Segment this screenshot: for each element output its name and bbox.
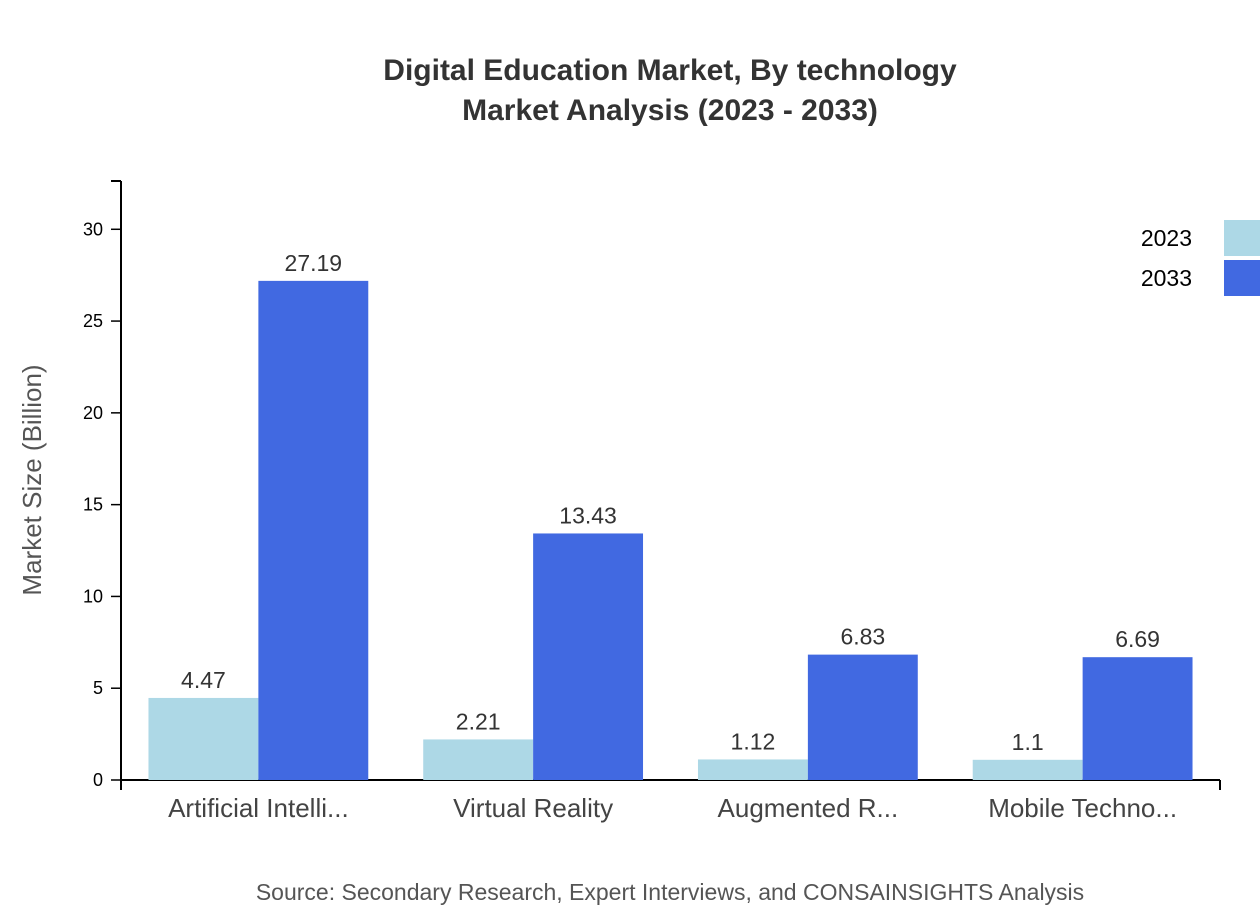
bar-2033 bbox=[258, 280, 369, 780]
bar-2033 bbox=[1082, 657, 1193, 780]
chart-title-line1: Digital Education Market, By technology bbox=[383, 54, 957, 87]
x-tick-label: Artificial Intelli... bbox=[168, 793, 349, 823]
data-label: 2.21 bbox=[456, 708, 501, 734]
chart-title-line2: Market Analysis (2023 - 2033) bbox=[462, 94, 878, 127]
legend-swatch-2033 bbox=[1224, 260, 1260, 296]
legend-label: 2033 bbox=[1141, 265, 1192, 291]
data-label: 1.12 bbox=[731, 728, 776, 754]
data-label: 6.83 bbox=[840, 624, 885, 650]
legend-label: 2023 bbox=[1141, 225, 1192, 251]
y-tick-label: 25 bbox=[83, 311, 103, 331]
data-label: 27.19 bbox=[285, 250, 343, 276]
y-tick-label: 10 bbox=[83, 586, 103, 606]
y-tick-label: 5 bbox=[93, 678, 103, 698]
y-axis-label: Market Size (Billion) bbox=[17, 364, 47, 595]
bar-2033 bbox=[807, 654, 918, 780]
x-tick-label: Virtual Reality bbox=[453, 793, 613, 823]
bar-2023 bbox=[148, 697, 259, 780]
bar-2023 bbox=[697, 759, 808, 780]
source-note: Source: Secondary Research, Expert Inter… bbox=[256, 879, 1084, 905]
data-label: 1.1 bbox=[1012, 729, 1044, 755]
y-tick-label: 30 bbox=[83, 219, 103, 239]
y-tick-label: 20 bbox=[83, 403, 103, 423]
y-tick-label: 0 bbox=[93, 770, 103, 790]
data-label: 13.43 bbox=[559, 502, 617, 528]
bar-2023 bbox=[972, 759, 1083, 780]
bar-2033 bbox=[533, 533, 644, 780]
y-tick-label: 15 bbox=[83, 495, 103, 515]
x-tick-label: Mobile Techno... bbox=[988, 793, 1177, 823]
data-label: 4.47 bbox=[181, 667, 226, 693]
x-tick-label: Augmented R... bbox=[718, 793, 899, 823]
bar-2023 bbox=[423, 739, 534, 780]
legend-swatch-2023 bbox=[1224, 220, 1260, 256]
data-label: 6.69 bbox=[1115, 626, 1160, 652]
